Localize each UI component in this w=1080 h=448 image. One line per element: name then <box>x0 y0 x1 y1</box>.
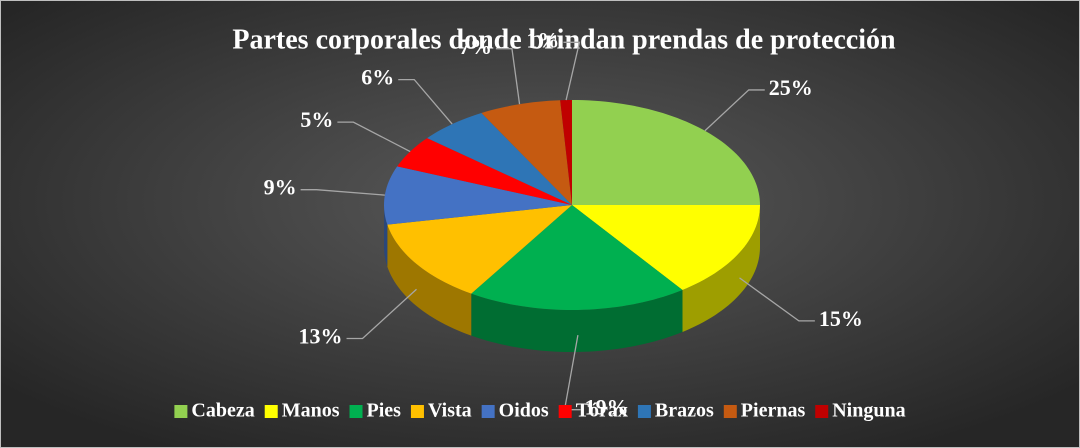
pie-slice <box>481 100 572 205</box>
legend-label: Pies <box>367 400 402 422</box>
pie-slice <box>397 138 572 205</box>
legend-label: Oidos <box>499 400 549 422</box>
legend-swatch <box>264 405 278 418</box>
pie-side <box>682 205 760 332</box>
legend-label: Tórax <box>576 400 628 422</box>
pie-slice <box>387 205 572 294</box>
pie-slice <box>572 100 760 205</box>
legend-swatch <box>637 405 651 418</box>
legend-swatch <box>349 405 363 418</box>
data-label: 5% <box>300 107 333 132</box>
pie-slice <box>572 205 760 290</box>
legend-label: Vista <box>428 400 472 422</box>
legend-swatch <box>174 405 188 418</box>
pie-slice <box>471 205 683 310</box>
legend-label: Ninguna <box>832 400 905 422</box>
legend-swatch <box>723 405 737 418</box>
pie-slice <box>560 100 572 205</box>
data-label: 7% <box>459 34 492 59</box>
pie-tops <box>384 100 760 310</box>
leader-line <box>739 277 815 322</box>
pie-labels: 25% 15% 19% 13% 9% 5% 6% 7% 1% <box>264 27 863 419</box>
pie-slice <box>384 166 572 225</box>
legend-label: Brazos <box>655 400 714 422</box>
leader-line <box>346 288 417 340</box>
legend-label: Piernas <box>741 400 806 422</box>
legend-swatch <box>815 405 829 418</box>
pie-sides <box>384 205 760 352</box>
legend: Cabeza Manos Pies Vista Oidos Tórax Brazos Pier… <box>174 400 906 422</box>
data-label: 9% <box>264 175 297 200</box>
chart-title: Partes corporales donde brindan prendas … <box>232 24 896 55</box>
pie-side <box>471 289 683 352</box>
leader-line <box>563 41 581 101</box>
legend-label: Manos <box>282 400 340 422</box>
legend-swatch <box>558 405 572 418</box>
data-label: 25% <box>769 75 813 100</box>
data-label: 1% <box>526 27 559 52</box>
leader-line <box>704 89 765 132</box>
leader-line <box>337 121 411 153</box>
data-label: 13% <box>299 324 343 349</box>
leader-line <box>495 48 521 105</box>
data-label: 6% <box>361 65 394 90</box>
leader-line <box>300 189 385 196</box>
legend-swatch <box>410 405 424 418</box>
legend-swatch <box>481 405 495 418</box>
pie-side <box>387 224 472 336</box>
data-label: 15% <box>819 306 863 331</box>
pie-side <box>384 205 388 267</box>
legend-label: Cabeza <box>191 400 254 422</box>
pie-slice <box>427 112 572 205</box>
leader-line <box>398 78 453 125</box>
data-label: 19% <box>585 395 629 420</box>
